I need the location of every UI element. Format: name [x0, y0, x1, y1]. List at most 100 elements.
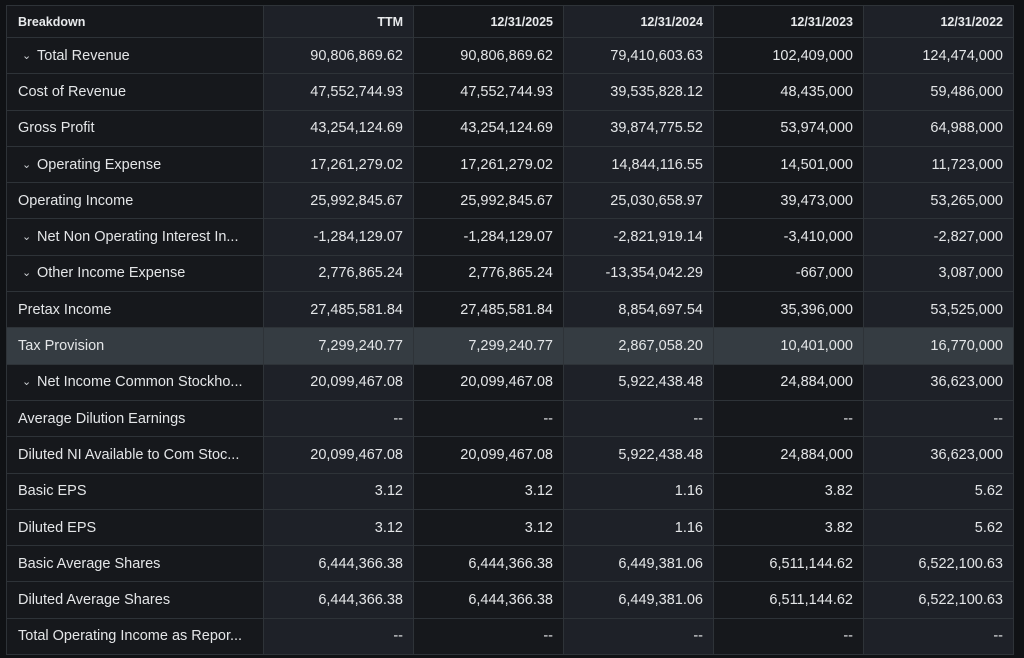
- value-cell: 36,623,000: [863, 363, 1014, 401]
- table-row[interactable]: ⌄ Net Income Common Stockho... 20,099,467.…: [6, 363, 1014, 401]
- row-label-cell[interactable]: ⌄ Total Revenue: [6, 36, 264, 75]
- value-cell: 5.62: [863, 472, 1014, 510]
- value-cell: 47,552,744.93: [413, 73, 564, 111]
- row-label-cell[interactable]: ⌄ Other Income Expense: [6, 254, 264, 293]
- value-cell: 47,552,744.93: [263, 73, 414, 111]
- chevron-down-icon[interactable]: ⌄: [22, 376, 32, 389]
- value-cell: --: [413, 399, 564, 438]
- value-cell: 20,099,467.08: [263, 363, 414, 401]
- chevron-down-icon[interactable]: ⌄: [22, 158, 32, 171]
- header-period-2024[interactable]: 12/31/2024: [563, 5, 714, 38]
- value-cell: 25,030,658.97: [563, 182, 714, 220]
- value-cell: --: [563, 617, 714, 656]
- value-cell: 20,099,467.08: [413, 436, 564, 474]
- row-label-cell: Total Operating Income as Repor...: [6, 617, 264, 656]
- row-label-cell: Diluted NI Available to Com Stoc...: [6, 436, 264, 474]
- table-row[interactable]: ⌄ Total Revenue 90,806,869.62 90,806,869.62…: [6, 36, 1014, 75]
- value-cell: 6,522,100.63: [863, 545, 1014, 583]
- row-label-cell[interactable]: ⌄ Operating Expense: [6, 145, 264, 184]
- chevron-down-icon[interactable]: ⌄: [22, 49, 32, 62]
- value-cell: 39,874,775.52: [563, 109, 714, 147]
- value-cell: 35,396,000: [713, 291, 864, 329]
- row-label-cell: Diluted EPS: [6, 508, 264, 547]
- row-label-cell: Cost of Revenue: [6, 73, 264, 111]
- row-label: Net Income Common Stockho...: [37, 374, 243, 391]
- value-cell: 20,099,467.08: [413, 363, 564, 401]
- row-label: Diluted EPS: [18, 519, 97, 536]
- value-cell: 6,449,381.06: [563, 545, 714, 583]
- value-cell: 3.12: [413, 508, 564, 547]
- value-cell: --: [563, 399, 714, 438]
- value-cell: --: [263, 617, 414, 656]
- header-period-2025[interactable]: 12/31/2025: [413, 5, 564, 38]
- value-cell: 11,723,000: [863, 145, 1014, 184]
- table-row[interactable]: ⌄ Other Income Expense 2,776,865.24 2,776,8…: [6, 254, 1014, 293]
- value-cell: 3,087,000: [863, 254, 1014, 293]
- value-cell: 24,884,000: [713, 363, 864, 401]
- header-row: Breakdown TTM 12/31/2025 12/31/2024 12/3…: [6, 5, 1014, 38]
- value-cell: 14,844,116.55: [563, 145, 714, 184]
- value-cell: 3.82: [713, 472, 864, 510]
- value-cell: 17,261,279.02: [263, 145, 414, 184]
- value-cell: 2,867,058.20: [563, 327, 714, 365]
- header-breakdown[interactable]: Breakdown: [6, 5, 264, 38]
- table-row: Diluted NI Available to Com Stoc... 20,09…: [6, 436, 1014, 474]
- value-cell: --: [863, 399, 1014, 438]
- table-row: Cost of Revenue 47,552,744.93 47,552,744.9…: [6, 73, 1014, 111]
- value-cell: 6,444,366.38: [263, 545, 414, 583]
- row-label: Tax Provision: [18, 338, 105, 355]
- table-row: Pretax Income 27,485,581.84 27,485,581.84 8…: [6, 291, 1014, 329]
- value-cell: -667,000: [713, 254, 864, 293]
- value-cell: 16,770,000: [863, 327, 1014, 365]
- row-label-cell: Pretax Income: [6, 291, 264, 329]
- value-cell: 27,485,581.84: [413, 291, 564, 329]
- header-ttm[interactable]: TTM: [263, 5, 414, 38]
- row-label: Average Dilution Earnings: [18, 410, 186, 427]
- value-cell: 3.12: [413, 472, 564, 510]
- table-row[interactable]: ⌄ Operating Expense 17,261,279.02 17,261,27…: [6, 145, 1014, 184]
- header-period-2022[interactable]: 12/31/2022: [863, 5, 1014, 38]
- value-cell: 24,884,000: [713, 436, 864, 474]
- value-cell: 6,522,100.63: [863, 581, 1014, 619]
- value-cell: 79,410,603.63: [563, 36, 714, 75]
- value-cell: 8,854,697.54: [563, 291, 714, 329]
- row-label: Pretax Income: [18, 301, 112, 318]
- value-cell: 53,974,000: [713, 109, 864, 147]
- value-cell: 14,501,000: [713, 145, 864, 184]
- value-cell: 6,444,366.38: [413, 581, 564, 619]
- row-label: Gross Profit: [18, 120, 95, 137]
- value-cell: 36,623,000: [863, 436, 1014, 474]
- row-label-cell: Diluted Average Shares: [6, 581, 264, 619]
- row-label: Operating Expense: [37, 156, 162, 173]
- value-cell: 6,444,366.38: [263, 581, 414, 619]
- table-row: Diluted EPS 3.12 3.12 1.16 3.82 5.62: [6, 508, 1014, 547]
- table-row: Basic EPS 3.12 3.12 1.16 3.82 5.62: [6, 472, 1014, 510]
- value-cell: 7,299,240.77: [413, 327, 564, 365]
- value-cell: 43,254,124.69: [263, 109, 414, 147]
- value-cell: 43,254,124.69: [413, 109, 564, 147]
- header-period-2023[interactable]: 12/31/2023: [713, 5, 864, 38]
- row-label-cell[interactable]: ⌄ Net Non Operating Interest In...: [6, 218, 264, 256]
- chevron-down-icon[interactable]: ⌄: [22, 231, 32, 244]
- row-label: Total Operating Income as Repor...: [18, 628, 243, 645]
- value-cell: --: [863, 617, 1014, 656]
- table-row: Diluted Average Shares 6,444,366.38 6,444,…: [6, 581, 1014, 619]
- value-cell: 39,535,828.12: [563, 73, 714, 111]
- chevron-down-icon[interactable]: ⌄: [22, 267, 32, 280]
- value-cell: -1,284,129.07: [413, 218, 564, 256]
- value-cell: 3.82: [713, 508, 864, 547]
- value-cell: --: [713, 399, 864, 438]
- value-cell: 7,299,240.77: [263, 327, 414, 365]
- table-row[interactable]: ⌄ Net Non Operating Interest In... -1,284,…: [6, 218, 1014, 256]
- value-cell: -13,354,042.29: [563, 254, 714, 293]
- row-label-cell[interactable]: ⌄ Net Income Common Stockho...: [6, 363, 264, 401]
- value-cell: 27,485,581.84: [263, 291, 414, 329]
- value-cell: -2,821,919.14: [563, 218, 714, 256]
- row-label-cell: Operating Income: [6, 182, 264, 220]
- value-cell: 124,474,000: [863, 36, 1014, 75]
- value-cell: 1.16: [563, 472, 714, 510]
- value-cell: 5,922,438.48: [563, 363, 714, 401]
- row-label: Net Non Operating Interest In...: [37, 229, 239, 246]
- row-label-cell: Average Dilution Earnings: [6, 399, 264, 438]
- value-cell: -2,827,000: [863, 218, 1014, 256]
